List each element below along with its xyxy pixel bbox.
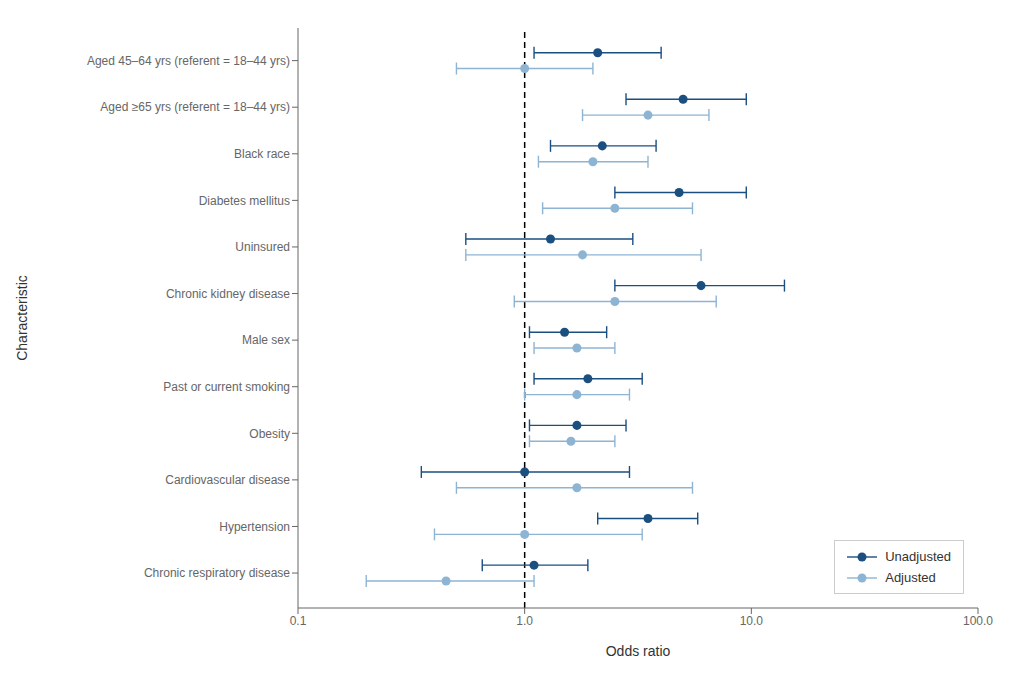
svg-text:Aged ≥65 yrs (referent = 18–44: Aged ≥65 yrs (referent = 18–44 yrs) <box>100 100 290 114</box>
svg-text:10.0: 10.0 <box>740 614 764 628</box>
svg-text:Black race: Black race <box>234 147 290 161</box>
svg-text:Chronic kidney disease: Chronic kidney disease <box>166 287 290 301</box>
svg-text:Characteristic: Characteristic <box>14 275 30 361</box>
svg-text:Male sex: Male sex <box>242 333 290 347</box>
html-text:Adjusted: Adjusted <box>885 570 936 585</box>
svg-text:Obesity: Obesity <box>249 427 290 441</box>
svg-text:Odds ratio: Odds ratio <box>606 643 671 659</box>
svg-text:100.0: 100.0 <box>963 614 993 628</box>
html-text:Unadjusted: Unadjusted <box>885 549 951 564</box>
svg-text:Diabetes mellitus: Diabetes mellitus <box>199 194 290 208</box>
svg-text:Hypertension: Hypertension <box>219 520 290 534</box>
svg-text:Uninsured: Uninsured <box>235 240 290 254</box>
svg-text:Past or current smoking: Past or current smoking <box>163 380 290 394</box>
svg-text:Aged 45–64 yrs (referent = 18–: Aged 45–64 yrs (referent = 18–44 yrs) <box>87 54 290 68</box>
svg-text:Cardiovascular disease: Cardiovascular disease <box>165 473 290 487</box>
svg-text:0.1: 0.1 <box>290 614 307 628</box>
svg-text:1.0: 1.0 <box>516 614 533 628</box>
svg-text:Chronic respiratory disease: Chronic respiratory disease <box>144 566 290 580</box>
